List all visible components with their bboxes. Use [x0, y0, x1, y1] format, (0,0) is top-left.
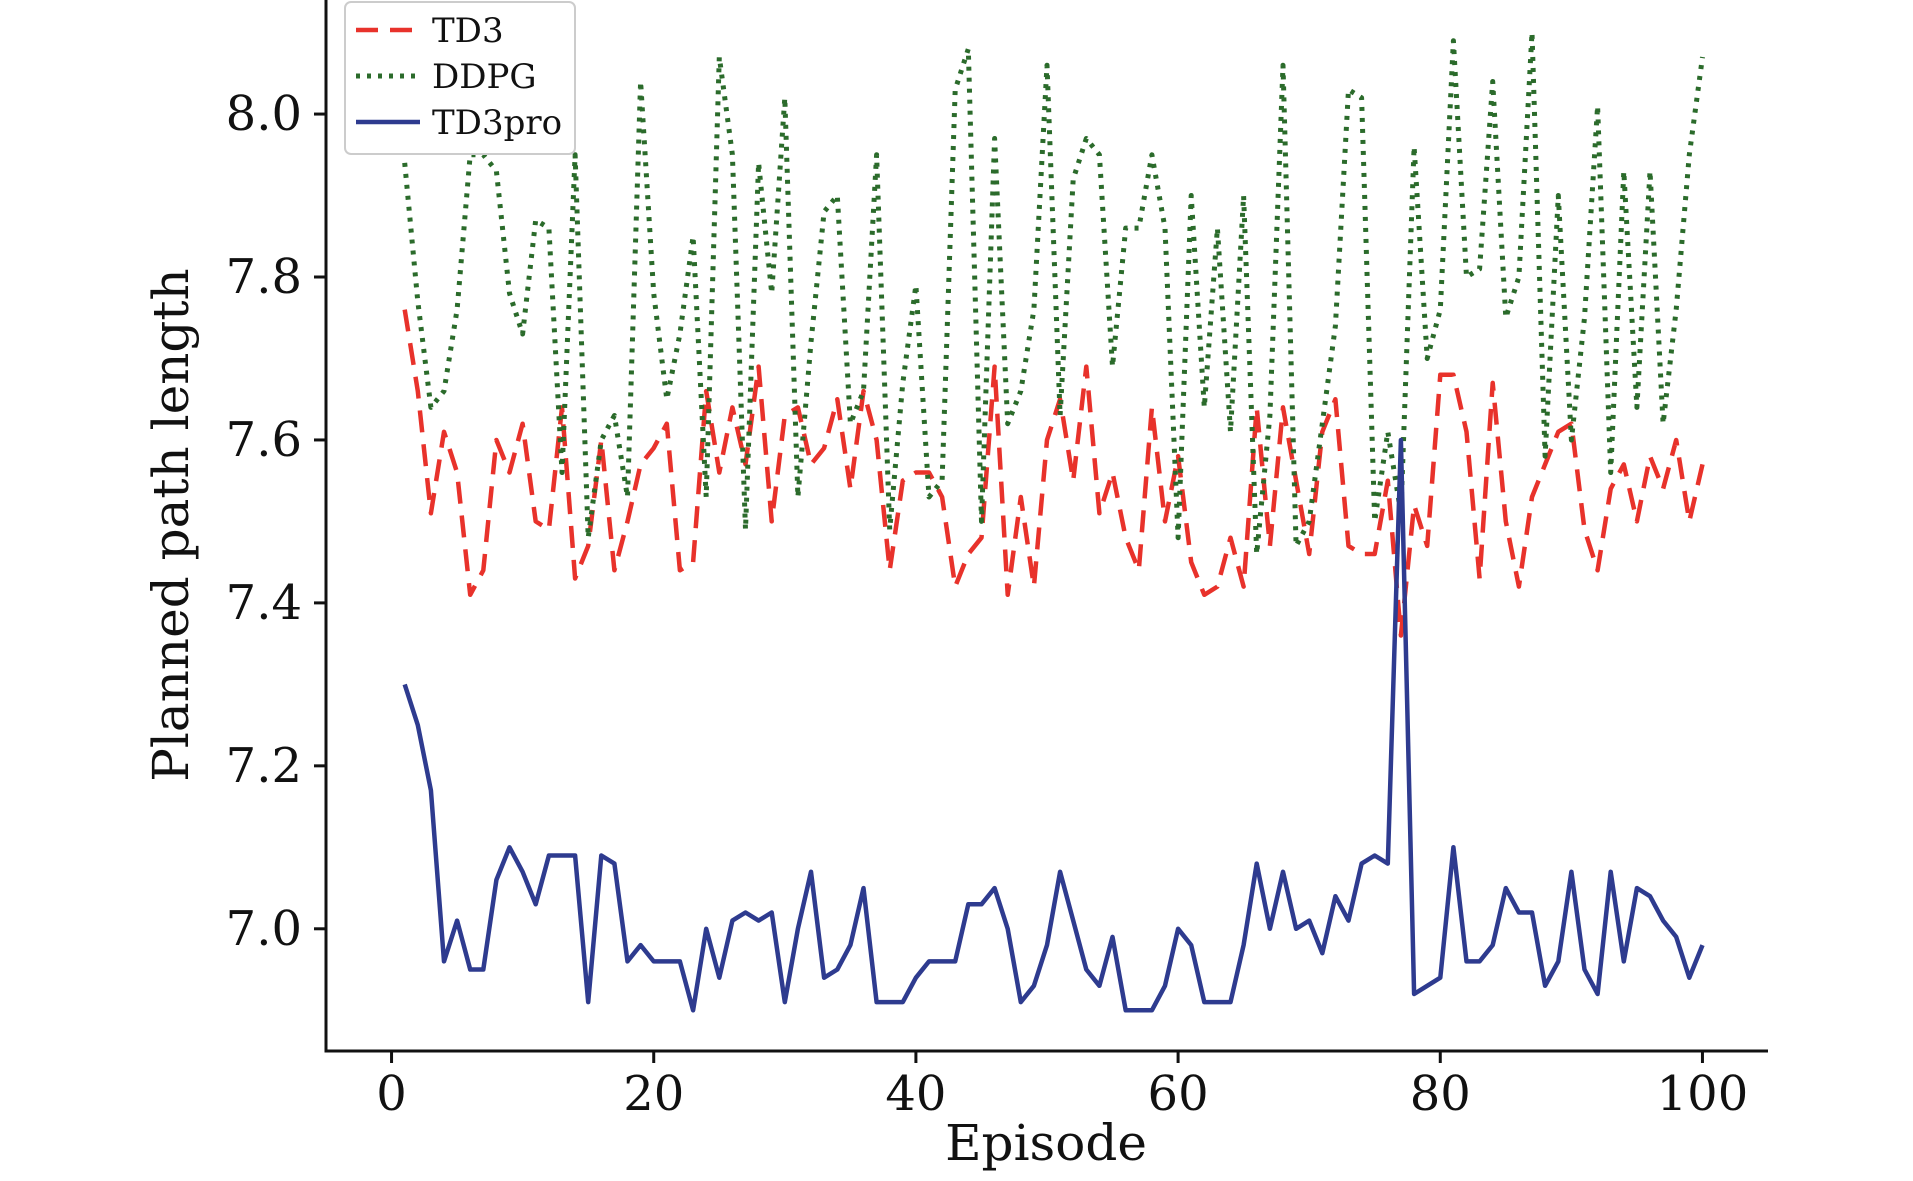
legend: TD3 DDPG TD3pro — [344, 1, 576, 155]
series-line-td3pro — [402, 437, 1705, 1013]
axes — [324, 0, 1768, 1053]
legend-label-td3pro: TD3pro — [432, 103, 562, 143]
y-tick-label: 7.6 — [226, 412, 302, 468]
x-tick-label: 60 — [1148, 1066, 1209, 1122]
x-tick-label: 0 — [376, 1066, 407, 1122]
ticks: 0 20 40 60 80 100 7.0 7.2 7.4 7.6 7.8 8.0 — [226, 86, 1749, 1122]
y-tick-label: 8.0 — [226, 86, 302, 142]
legend-label-td3: TD3 — [432, 11, 504, 51]
y-tick-label: 7.0 — [226, 901, 302, 957]
series-line-td3 — [402, 309, 1705, 638]
x-tick-label: 20 — [623, 1066, 684, 1122]
x-axis-label: Episode — [945, 1114, 1147, 1172]
legend-frame — [344, 1, 576, 155]
y-tick-label: 7.2 — [226, 738, 302, 794]
x-tick-label: 100 — [1657, 1066, 1749, 1122]
series-layer — [402, 30, 1705, 1013]
y-tick-label: 7.4 — [226, 575, 302, 631]
x-tick-label: 80 — [1410, 1066, 1471, 1122]
x-tick-label: 40 — [885, 1066, 946, 1122]
y-axis-label: Planned path length — [142, 268, 200, 781]
legend-label-ddpg: DDPG — [432, 57, 537, 97]
y-tick-label: 7.8 — [226, 249, 302, 305]
series-line-ddpg — [402, 30, 1705, 557]
